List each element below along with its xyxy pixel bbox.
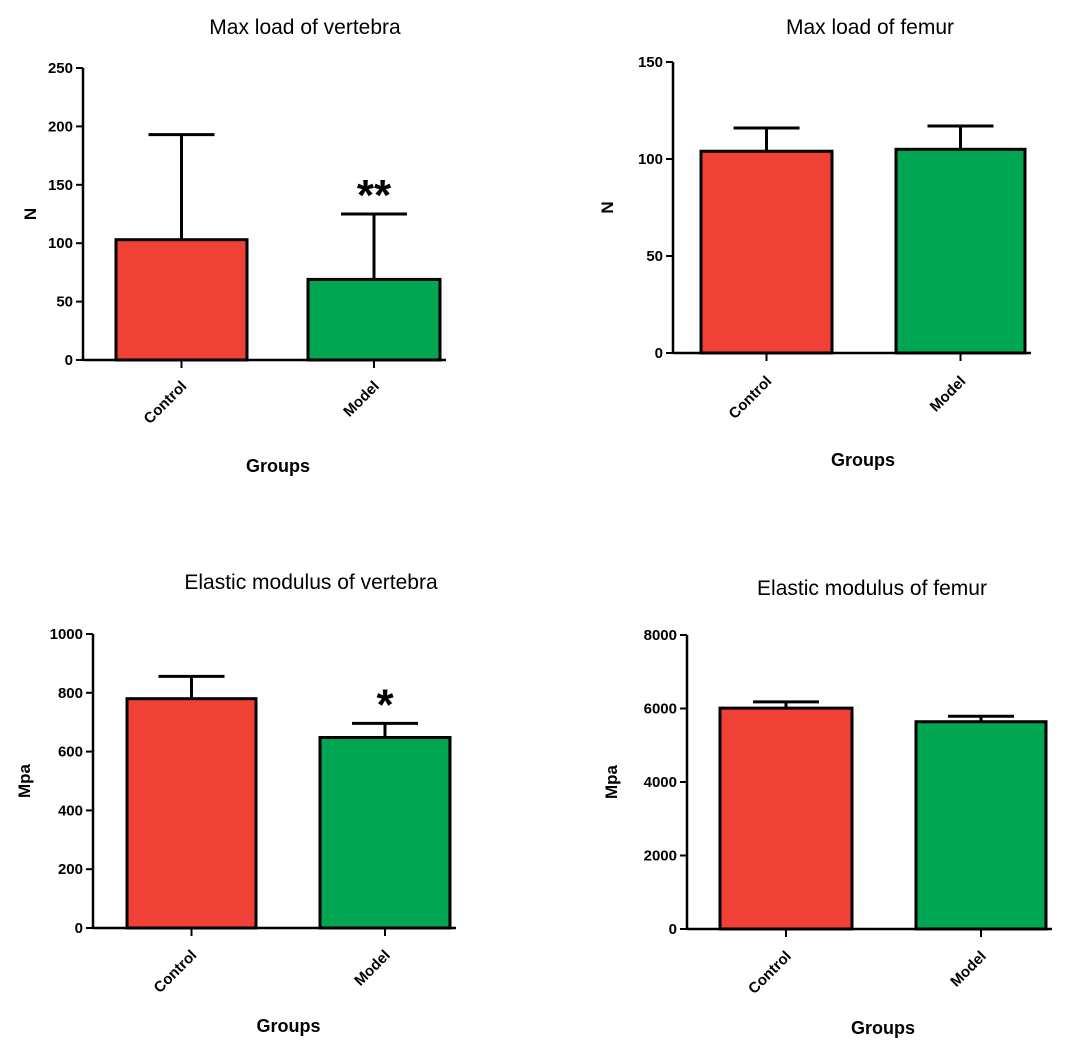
- bar-control: [718, 706, 854, 931]
- chart-title: Elastic modulus of femur: [757, 577, 987, 600]
- bar-model: [914, 720, 1048, 931]
- category-label: Model: [340, 378, 383, 421]
- bar-model: [318, 735, 452, 930]
- category-label: Model: [351, 947, 394, 990]
- category-label: Control: [745, 948, 795, 998]
- chart-max-load-femur: Max load of femur Control Model 0 50 100 150 N G…: [598, 16, 1031, 470]
- chart-max-load-vertebra: Max load of vertebra Control ** Model 0 50 100…: [21, 16, 446, 476]
- bar-control: [699, 149, 834, 355]
- category-label: Control: [726, 373, 776, 423]
- x-axis-label: Groups: [256, 1016, 320, 1036]
- y-tick-label: 2000: [644, 848, 677, 865]
- y-tick-label: 600: [58, 744, 83, 761]
- y-axis-label: Mpa: [15, 763, 34, 798]
- bar-model: [894, 147, 1027, 355]
- category-label: Control: [141, 378, 191, 428]
- bar-control: [114, 238, 249, 362]
- y-tick-label: 4000: [644, 774, 677, 791]
- y-tick-label: 100: [638, 151, 663, 168]
- chart-elastic-modulus-vertebra: Elastic modulus of vertebra Control * Model…: [15, 571, 456, 1036]
- y-axis-label: N: [21, 208, 40, 220]
- y-tick-label: 8000: [644, 627, 677, 644]
- y-tick-label: 0: [65, 352, 73, 369]
- y-tick-label: 800: [58, 685, 83, 702]
- y-tick-label: 50: [56, 294, 73, 311]
- y-tick-label: 200: [48, 118, 73, 135]
- y-tick-label: 250: [48, 60, 73, 77]
- significance-marker: *: [376, 680, 394, 729]
- y-tick-label: 150: [48, 177, 73, 194]
- y-tick-label: 0: [75, 920, 83, 937]
- x-axis-label: Groups: [831, 450, 895, 470]
- y-tick-label: 6000: [644, 701, 677, 718]
- y-tick-label: 150: [638, 54, 663, 71]
- y-tick-label: 50: [646, 248, 663, 265]
- x-axis-label: Groups: [851, 1018, 915, 1038]
- y-axis-label: N: [598, 201, 617, 213]
- y-tick-label: 0: [655, 345, 663, 362]
- chart-title: Elastic modulus of vertebra: [184, 571, 438, 594]
- y-axis-label: Mpa: [602, 764, 621, 799]
- category-label: Control: [151, 947, 201, 997]
- y-tick-label: 0: [669, 921, 677, 938]
- chart-elastic-modulus-femur: Elastic modulus of femur Control Model 0 200…: [602, 577, 1052, 1038]
- bar-control: [125, 697, 258, 930]
- category-label: Model: [927, 373, 970, 416]
- category-label: Model: [947, 948, 990, 991]
- significance-marker: **: [357, 171, 392, 220]
- bar-model: [306, 277, 442, 362]
- y-tick-label: 400: [58, 802, 83, 819]
- y-tick-label: 1000: [50, 626, 83, 643]
- chart-title: Max load of vertebra: [209, 16, 401, 39]
- y-tick-label: 200: [58, 861, 83, 878]
- x-axis-label: Groups: [246, 456, 310, 476]
- y-tick-label: 100: [48, 235, 73, 252]
- chart-title: Max load of femur: [786, 16, 954, 39]
